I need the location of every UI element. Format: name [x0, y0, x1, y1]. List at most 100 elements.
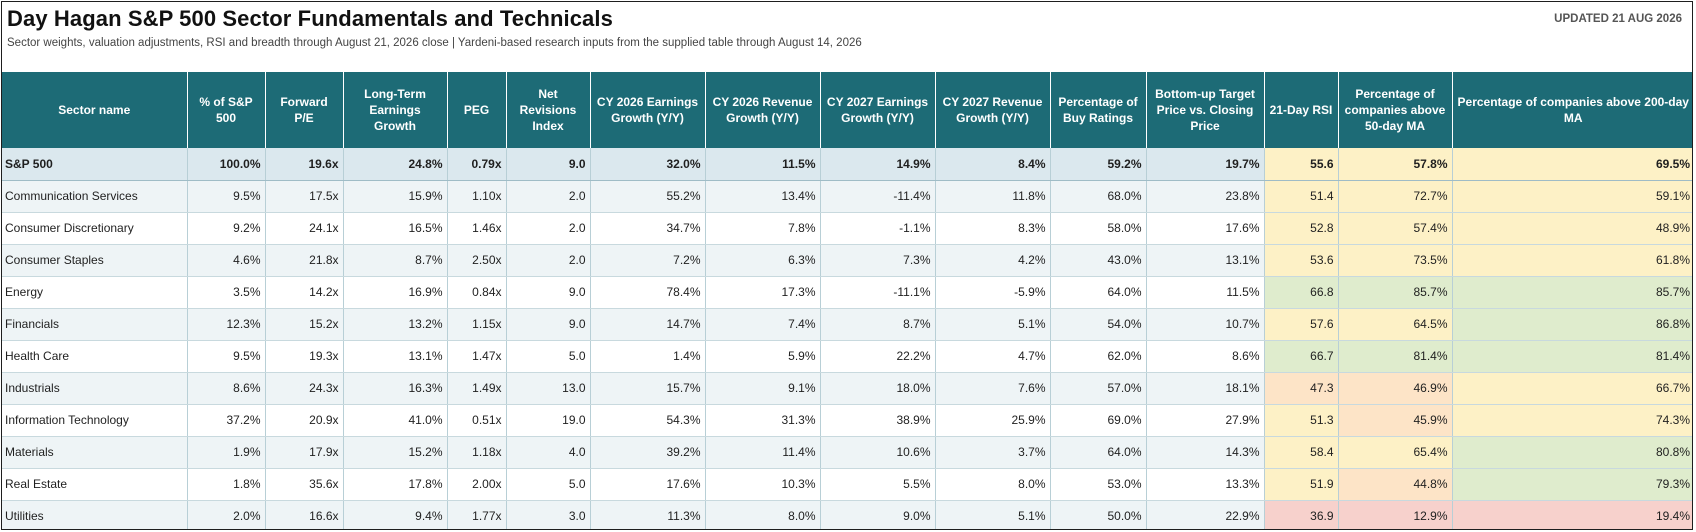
- table-cell: 27.9%: [1146, 404, 1265, 437]
- table-cell: 13.1%: [1146, 244, 1265, 277]
- page-title: Day Hagan S&P 500 Sector Fundamentals an…: [7, 6, 613, 31]
- table-cell: 10.3%: [705, 468, 821, 501]
- table-cell: 64.5%: [1338, 308, 1453, 341]
- table-cell: -1.1%: [820, 212, 936, 245]
- table-cell: 19.3x: [265, 340, 344, 373]
- table-cell: 16.5%: [343, 212, 448, 245]
- table-cell: 65.4%: [1338, 436, 1453, 469]
- table-cell: 2.0%: [187, 500, 266, 529]
- table-cell: 13.4%: [705, 180, 821, 213]
- table-cell: 4.0: [506, 436, 591, 469]
- table-cell: 9.0%: [820, 500, 936, 529]
- table-cell: 8.6%: [187, 372, 266, 405]
- sector-name-cell: Industrials: [2, 372, 188, 405]
- table-cell: 1.8%: [187, 468, 266, 501]
- table-cell: 54.3%: [590, 404, 706, 437]
- table-cell: 11.5%: [1146, 276, 1265, 309]
- table-cell: 13.0: [506, 372, 591, 405]
- sector-name-cell: S&P 500: [2, 148, 188, 181]
- table-cell: -11.1%: [820, 276, 936, 309]
- table-cell: 16.6x: [265, 500, 344, 529]
- column-header: Sector name: [2, 72, 188, 148]
- table-cell: 73.5%: [1338, 244, 1453, 277]
- table-cell: 51.4: [1264, 180, 1339, 213]
- table-cell: 1.4%: [590, 340, 706, 373]
- table-cell: 32.0%: [590, 148, 706, 181]
- table-cell: 2.50x: [447, 244, 507, 277]
- table-cell: 64.0%: [1050, 436, 1147, 469]
- table-cell: 66.7: [1264, 340, 1339, 373]
- table-row: Industrials 8.6% 24.3x 16.3% 1.49x 13.0 15.7% 9…: [2, 372, 1692, 405]
- column-header: % of S&P 500: [187, 72, 266, 148]
- table-cell: 3.0: [506, 500, 591, 529]
- table-cell: 36.9: [1264, 500, 1339, 529]
- table-cell: 4.7%: [935, 340, 1051, 373]
- table-cell: 5.5%: [820, 468, 936, 501]
- table-cell: 8.7%: [343, 244, 448, 277]
- table-cell: 47.3: [1264, 372, 1339, 405]
- sector-name-cell: Financials: [2, 308, 188, 341]
- table-cell: 37.2%: [187, 404, 266, 437]
- table-cell: 80.8%: [1452, 436, 1692, 469]
- table-cell: 61.8%: [1452, 244, 1692, 277]
- table-cell: 41.0%: [343, 404, 448, 437]
- table-cell: 22.2%: [820, 340, 936, 373]
- table-cell: 59.1%: [1452, 180, 1692, 213]
- table-cell: 5.1%: [935, 500, 1051, 529]
- table-cell: 74.3%: [1452, 404, 1692, 437]
- table-cell: 14.7%: [590, 308, 706, 341]
- table-cell: 43.0%: [1050, 244, 1147, 277]
- table-cell: 38.9%: [820, 404, 936, 437]
- table-cell: 15.9%: [343, 180, 448, 213]
- table-cell: 55.6: [1264, 148, 1339, 181]
- table-cell: 24.3x: [265, 372, 344, 405]
- sector-name-cell: Health Care: [2, 340, 188, 373]
- sector-table: Sector name% of S&P 500 Forward P/E Long-T…: [2, 72, 1692, 529]
- table-cell: 11.5%: [705, 148, 821, 181]
- table-cell: 9.4%: [343, 500, 448, 529]
- table-cell: 1.10x: [447, 180, 507, 213]
- table-cell: 15.2x: [265, 308, 344, 341]
- table-cell: 9.2%: [187, 212, 266, 245]
- table-cell: 22.9%: [1146, 500, 1265, 529]
- table-cell: 17.6%: [1146, 212, 1265, 245]
- column-header: 21-Day RSI: [1264, 72, 1339, 148]
- table-cell: 23.8%: [1146, 180, 1265, 213]
- table-cell: 48.9%: [1452, 212, 1692, 245]
- table-cell: 3.5%: [187, 276, 266, 309]
- column-header: CY 2026 Revenue Growth (Y/Y): [705, 72, 821, 148]
- table-cell: 1.46x: [447, 212, 507, 245]
- table-body: S&P 500 100.0% 19.6x 24.8% 0.79x 9.0 32.0% 11.5…: [2, 148, 1692, 529]
- column-header: Percentage of companies above 50-day MA: [1338, 72, 1453, 148]
- table-cell: 86.8%: [1452, 308, 1692, 341]
- table-cell: 11.3%: [590, 500, 706, 529]
- table-cell: 21.8x: [265, 244, 344, 277]
- table-cell: 2.00x: [447, 468, 507, 501]
- table-cell: 1.9%: [187, 436, 266, 469]
- table-cell: 53.0%: [1050, 468, 1147, 501]
- table-cell: 2.0: [506, 244, 591, 277]
- table-cell: 0.51x: [447, 404, 507, 437]
- table-cell: 16.3%: [343, 372, 448, 405]
- table-cell: 55.2%: [590, 180, 706, 213]
- table-cell: 19.4%: [1452, 500, 1692, 529]
- table-cell: 58.4: [1264, 436, 1339, 469]
- table-cell: 5.0: [506, 340, 591, 373]
- column-header: Bottom-up Target Price vs. Closing Price: [1146, 72, 1265, 148]
- table-cell: 13.1%: [343, 340, 448, 373]
- updated-date: UPDATED 21 AUG 2026: [1554, 13, 1682, 25]
- page-subtitle: Sector weights, valuation adjustments, R…: [7, 37, 862, 49]
- table-cell: 58.0%: [1050, 212, 1147, 245]
- column-header: CY 2027 Revenue Growth (Y/Y): [935, 72, 1051, 148]
- sector-name-cell: Real Estate: [2, 468, 188, 501]
- table-cell: 11.8%: [935, 180, 1051, 213]
- table-cell: 81.4%: [1338, 340, 1453, 373]
- sector-name-cell: Consumer Staples: [2, 244, 188, 277]
- table-cell: 35.6x: [265, 468, 344, 501]
- table-cell: 78.4%: [590, 276, 706, 309]
- table-cell: 85.7%: [1338, 276, 1453, 309]
- table-cell: 85.7%: [1452, 276, 1692, 309]
- table-cell: 59.2%: [1050, 148, 1147, 181]
- column-header: Net Revisions Index: [506, 72, 591, 148]
- table-cell: 12.3%: [187, 308, 266, 341]
